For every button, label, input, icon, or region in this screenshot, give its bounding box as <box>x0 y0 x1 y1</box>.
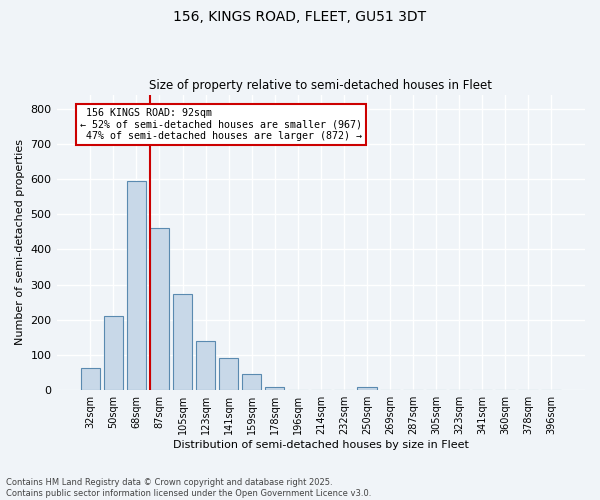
Title: Size of property relative to semi-detached houses in Fleet: Size of property relative to semi-detach… <box>149 79 492 92</box>
Text: 156, KINGS ROAD, FLEET, GU51 3DT: 156, KINGS ROAD, FLEET, GU51 3DT <box>173 10 427 24</box>
Bar <box>104 316 123 390</box>
Bar <box>149 228 169 390</box>
Bar <box>173 294 193 390</box>
Bar <box>265 388 284 390</box>
Y-axis label: Number of semi-detached properties: Number of semi-detached properties <box>15 140 25 346</box>
X-axis label: Distribution of semi-detached houses by size in Fleet: Distribution of semi-detached houses by … <box>173 440 469 450</box>
Bar <box>196 341 215 390</box>
Bar <box>357 388 377 390</box>
Text: 156 KINGS ROAD: 92sqm
← 52% of semi-detached houses are smaller (967)
 47% of se: 156 KINGS ROAD: 92sqm ← 52% of semi-deta… <box>80 108 362 141</box>
Bar <box>219 358 238 390</box>
Text: Contains HM Land Registry data © Crown copyright and database right 2025.
Contai: Contains HM Land Registry data © Crown c… <box>6 478 371 498</box>
Bar <box>127 181 146 390</box>
Bar <box>80 368 100 390</box>
Bar <box>242 374 262 390</box>
